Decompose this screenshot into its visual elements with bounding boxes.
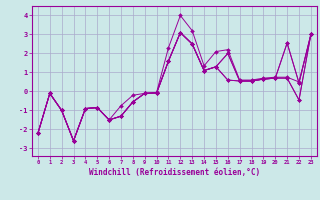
X-axis label: Windchill (Refroidissement éolien,°C): Windchill (Refroidissement éolien,°C) [89, 168, 260, 177]
